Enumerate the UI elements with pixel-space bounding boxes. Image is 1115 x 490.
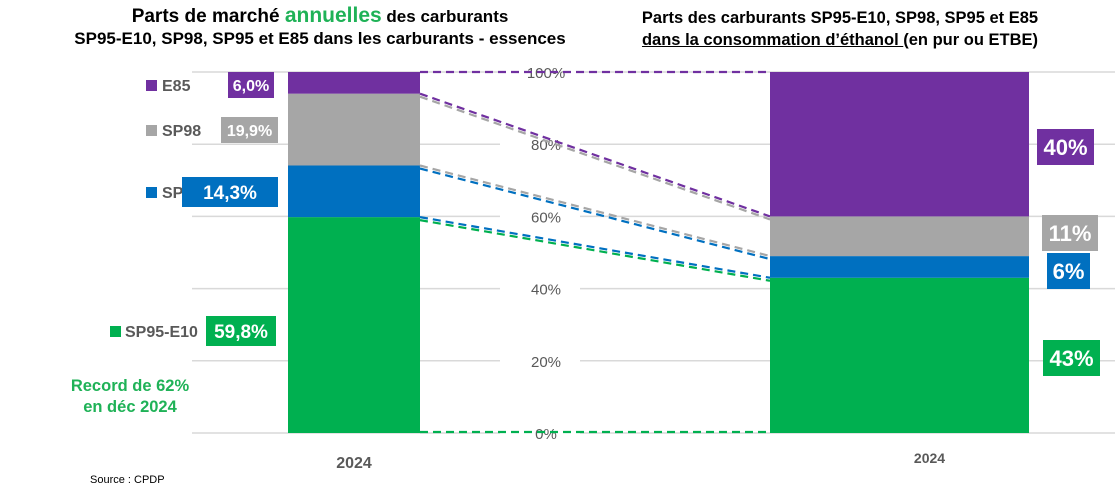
- y-tick-label: 60%: [531, 209, 561, 226]
- connector-e10-top: [419, 219, 771, 282]
- connector-sp95-bottom: [419, 216, 771, 279]
- legend-swatch-sp95: [146, 187, 157, 198]
- legend-swatch-sp95-e10: [110, 326, 121, 337]
- left-value-label-sp95: 14,3%: [203, 183, 257, 204]
- left-bar-segment-sp98: [288, 93, 420, 166]
- left-bar-segment-sp95-e10: [288, 217, 420, 433]
- right-value-box-sp95: [1047, 253, 1090, 289]
- title-left-pre: Parts de marché: [131, 6, 285, 27]
- title-right-underlined: dans la consommation d’éthanol: [641, 31, 904, 49]
- right-x-category-label: 2024: [914, 450, 945, 466]
- right-bar-segment-sp95-e10: [770, 277, 1029, 433]
- left-bar-segment-e85: [288, 72, 420, 94]
- right-value-label-sp98: 11%: [1049, 221, 1092, 246]
- left-value-label-e85: 6,0%: [233, 78, 269, 95]
- title-right-line1: Parts des carburants SP95-E10, SP98, SP9…: [641, 9, 1039, 27]
- y-tick-label: 40%: [531, 282, 561, 299]
- y-tick-label: 80%: [531, 137, 561, 154]
- left-value-label-sp98: 19,9%: [227, 123, 272, 140]
- legend-swatch-e85: [146, 80, 157, 91]
- title-right-rest: (en pur ou ETBE): [903, 31, 1039, 49]
- right-value-label-sp95: 6%: [1053, 259, 1085, 284]
- title-left-accent: annuelles: [284, 4, 382, 27]
- left-chart-title: Parts de marché annuelles des carburants…: [20, 5, 620, 50]
- right-bar-segment-e85: [770, 72, 1029, 217]
- right-value-box-sp95-e10: [1043, 340, 1100, 376]
- connector-e85-bottom: [419, 92, 771, 218]
- title-left-line2: SP95-E10, SP98, SP95 et E85 dans les car…: [74, 29, 566, 48]
- left-value-box-sp95-e10: [206, 316, 276, 346]
- record-annotation: Record de 62% en déc 2024: [40, 376, 220, 418]
- y-tick-label: 100%: [527, 65, 565, 82]
- left-bar-segment-sp95: [288, 165, 420, 218]
- left-value-box-sp95: [182, 177, 278, 207]
- connector-sp98-bottom: [419, 164, 771, 258]
- left-x-category-label: 2024: [336, 455, 372, 472]
- left-value-box-sp98: [221, 117, 278, 143]
- right-chart-title: Parts des carburants SP95-E10, SP98, SP9…: [590, 7, 1090, 51]
- legend-label-sp98: SP98: [162, 123, 201, 140]
- right-bar-segment-sp98: [770, 216, 1029, 257]
- y-tick-label: 0%: [535, 426, 557, 443]
- legend-label-e85: E85: [162, 78, 191, 95]
- y-tick-label: 20%: [531, 354, 561, 371]
- record-line1: Record de 62%: [70, 377, 190, 395]
- left-value-box-e85: [228, 72, 274, 98]
- right-value-label-sp95-e10: 43%: [1049, 346, 1093, 371]
- title-left-post: des carburants: [381, 7, 509, 26]
- source-note: Source : CPDP: [90, 474, 165, 486]
- legend-label-sp95-e10: SP95-E10: [125, 324, 198, 341]
- right-value-box-e85: [1037, 129, 1094, 165]
- right-value-box-sp98: [1042, 215, 1098, 251]
- connector-sp98-top: [419, 95, 771, 221]
- left-value-label-sp95-e10: 59,8%: [214, 322, 268, 343]
- right-value-label-e85: 40%: [1043, 135, 1087, 160]
- connector-sp95-top: [419, 167, 771, 261]
- right-bar-segment-sp95: [770, 256, 1029, 278]
- record-line2: en déc 2024: [83, 398, 177, 416]
- legend-swatch-sp98: [146, 125, 157, 136]
